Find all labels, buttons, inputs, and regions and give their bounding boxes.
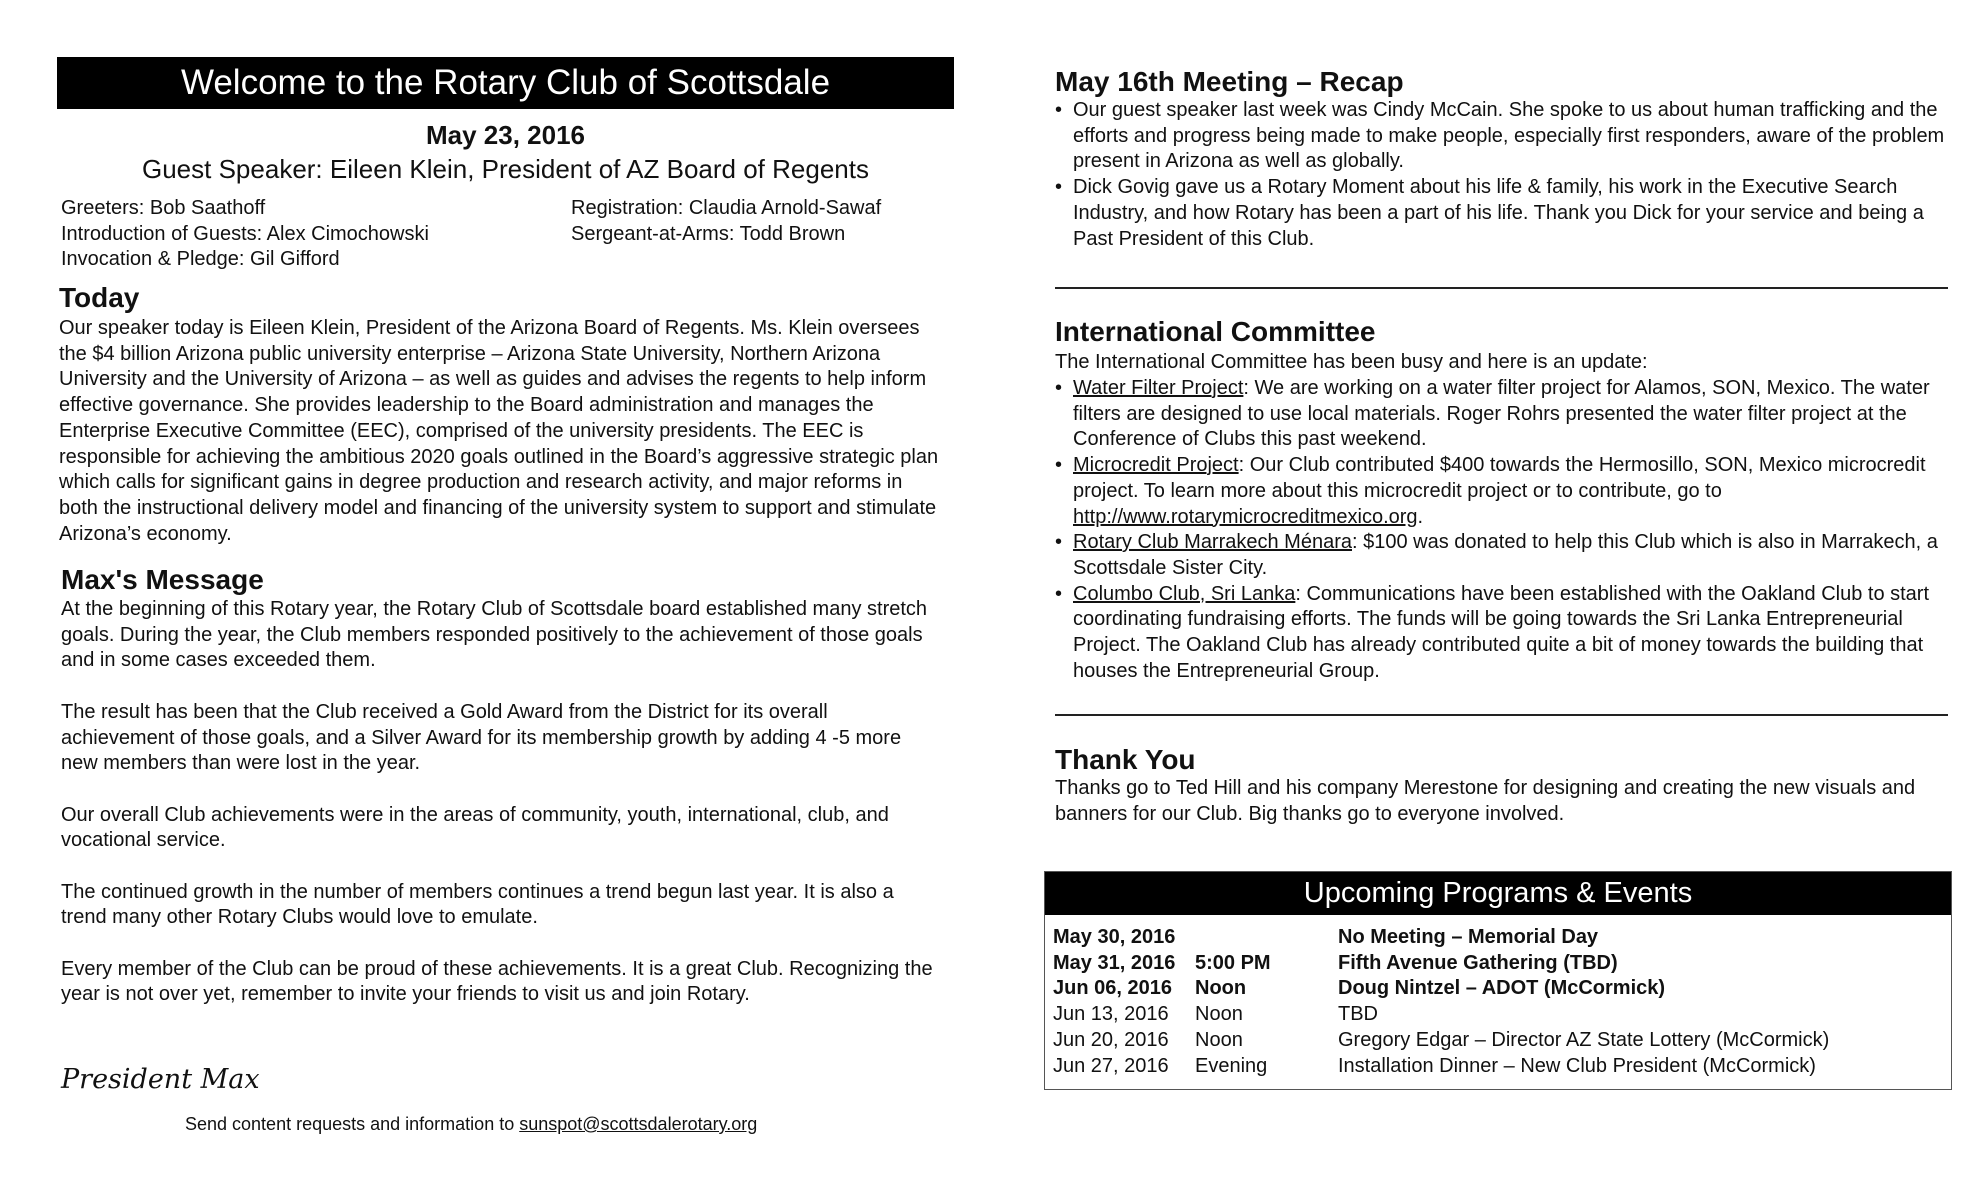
- event-date: Jun 20, 2016: [1053, 1028, 1169, 1051]
- roles-left: Greeters: Bob Saathoff Introduction of G…: [61, 196, 429, 273]
- event-date: May 30, 2016: [1053, 926, 1176, 948]
- event-time: [1195, 925, 1338, 951]
- list-item: Rotary Club Marrakech Ménara: $100 was d…: [1055, 530, 1945, 581]
- thanks-text: Thanks go to Ted Hill and his company Me…: [1055, 777, 1916, 825]
- project-link[interactable]: Water Filter Project: [1073, 377, 1244, 399]
- recap-list: Our guest speaker last week was Cindy Mc…: [1055, 98, 1945, 252]
- item-text: : We are working on a water filter proje…: [1073, 377, 1930, 451]
- event-desc: Doug Nintzel – ADOT (McCormick): [1338, 977, 1666, 1000]
- project-link[interactable]: Microcredit Project: [1073, 454, 1239, 477]
- max-heading: Max's Message: [61, 564, 264, 595]
- event-time: Noon: [1195, 1003, 1243, 1026]
- event-time: Noon: [1195, 977, 1247, 1000]
- event-time: Noon: [1195, 1028, 1243, 1051]
- event-date: May 31, 2016: [1053, 951, 1176, 974]
- footer-text: Send content requests and information to: [185, 1114, 520, 1134]
- event-date: Jun 27, 2016: [1053, 1054, 1169, 1077]
- role: Sergeant-at-Arms: Todd Brown: [571, 222, 846, 245]
- divider: [1055, 714, 1948, 716]
- project-link[interactable]: Columbo Club, Sri Lanka: [1073, 582, 1296, 605]
- list-item: Our guest speaker last week was Cindy Mc…: [1055, 98, 1945, 175]
- thanks-heading: Thank You: [1055, 744, 1196, 775]
- intl-intro: The International Committee has been bus…: [1055, 351, 1648, 373]
- event-desc: Installation Dinner – New Club President…: [1338, 1054, 1816, 1077]
- list-item: Water Filter Project: We are working on …: [1055, 376, 1945, 453]
- event-desc: TBD: [1338, 1003, 1378, 1026]
- guest-speaker: Guest Speaker: Eileen Klein, President o…: [142, 154, 869, 184]
- item-text: : $100 was donated to help this Club whi…: [1073, 531, 1938, 579]
- today-text: Our speaker today is Eileen Klein, Presi…: [59, 317, 939, 545]
- event-time: Evening: [1195, 1054, 1268, 1077]
- item-text: : Communications have been established w…: [1073, 582, 1930, 682]
- role: Invocation & Pledge: Gil Gifford: [61, 248, 340, 271]
- events-table: May 30, 2016 No Meeting – Memorial Day May…: [1045, 915, 1951, 1079]
- paragraph: Our overall Club achievements were in th…: [61, 803, 889, 852]
- today-heading: Today: [59, 282, 140, 313]
- events-box: Upcoming Programs & Events May 30, 2016 N…: [1044, 871, 1952, 1090]
- paragraph: At the beginning of this Rotary year, th…: [61, 598, 928, 672]
- event-date: Jun 13, 2016: [1053, 1003, 1169, 1026]
- list-item: Dick Govig gave us a Rotary Moment about…: [1055, 175, 1945, 252]
- max-message: At the beginning of this Rotary year, th…: [61, 597, 941, 1034]
- paragraph: Every member of the Club can be proud of…: [61, 957, 933, 1006]
- role: Greeters: Bob Saathoff: [61, 197, 266, 219]
- event-date: Jun 06, 2016: [1053, 977, 1172, 1000]
- recap-heading: May 16th Meeting – Recap: [1055, 66, 1404, 97]
- list-item: Columbo Club, Sri Lanka: Communications …: [1055, 582, 1945, 685]
- roles-right: Registration: Claudia Arnold-Sawaf Serge…: [571, 196, 881, 247]
- event-desc: Fifth Avenue Gathering (TBD): [1338, 951, 1618, 974]
- event-desc: Gregory Edgar – Director AZ State Lotter…: [1338, 1028, 1830, 1051]
- signature: President Max: [61, 1064, 260, 1095]
- role: Introduction of Guests: Alex Cimochowski: [61, 222, 429, 245]
- welcome-banner: Welcome to the Rotary Club of Scottsdale: [57, 57, 954, 109]
- paragraph: The result has been that the Club receiv…: [61, 700, 902, 775]
- item-text: : Our Club contributed $400 towards the …: [1073, 454, 1926, 502]
- events-heading: Upcoming Programs & Events: [1045, 872, 1951, 915]
- url-link[interactable]: http://www.rotarymicrocreditmexico.org: [1073, 505, 1418, 528]
- paragraph: The continued growth in the number of me…: [61, 880, 894, 929]
- intl-list: Water Filter Project: We are working on …: [1055, 376, 1945, 684]
- list-item: Microcredit Project: Our Club contribute…: [1055, 453, 1945, 530]
- meeting-date: May 23, 2016: [425, 120, 585, 150]
- footer: Send content requests and information to…: [185, 1114, 757, 1135]
- project-link[interactable]: Rotary Club Marrakech Ménara: [1073, 531, 1352, 554]
- divider: [1055, 287, 1948, 289]
- event-time: 5:00 PM: [1195, 951, 1271, 974]
- intl-heading: International Committee: [1055, 316, 1376, 347]
- role: Registration: Claudia Arnold-Sawaf: [571, 197, 882, 219]
- item-text: .: [1417, 505, 1424, 528]
- email-link[interactable]: sunspot@scottsdalerotary.org: [519, 1114, 758, 1134]
- event-desc: No Meeting – Memorial Day: [1338, 926, 1599, 948]
